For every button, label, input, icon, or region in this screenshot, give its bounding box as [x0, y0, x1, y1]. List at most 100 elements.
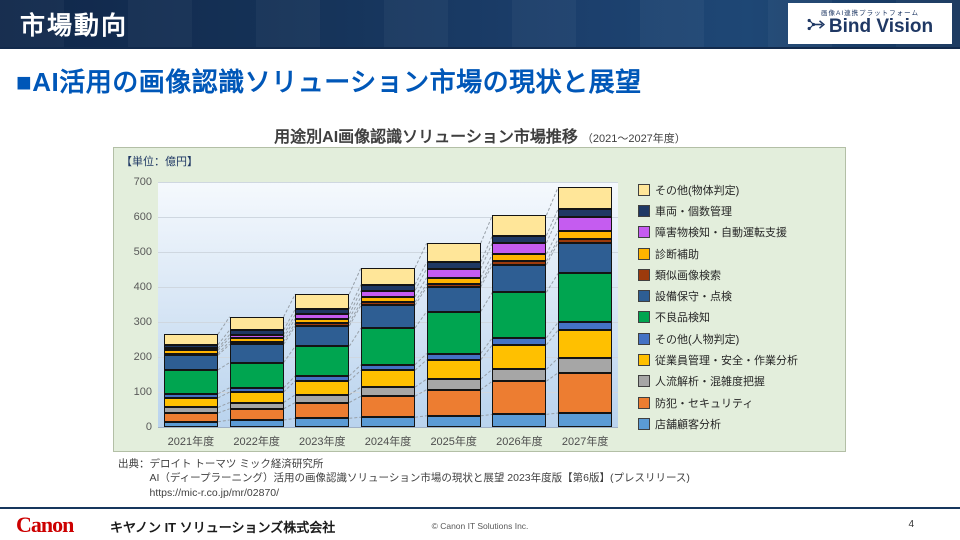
bar-segment: [426, 243, 481, 263]
bar-segment: [295, 346, 350, 376]
bar-segment: [295, 309, 350, 315]
x-tick-label: 2021年度: [167, 436, 215, 448]
legend-item: 障害物検知・自動運転支援: [638, 222, 798, 243]
source-label: 出典：: [118, 458, 150, 470]
legend-swatch: [638, 311, 650, 324]
bar-segment: [163, 350, 218, 354]
bar-segment: [426, 379, 481, 390]
bar-segment: [361, 417, 415, 427]
gridline: [158, 182, 618, 183]
chart-title: 用途別AI画像認識ソリューション市場推移 （2021～2027年度）: [0, 123, 960, 147]
bar-segment: [295, 323, 350, 326]
footer-copyright: © Canon IT Solutions Inc.: [431, 521, 529, 531]
legend-swatch: [638, 226, 650, 239]
bar-segment: [295, 325, 350, 347]
bar-segment: [361, 267, 415, 285]
bar-segment: [163, 355, 218, 370]
bar-segment: [426, 415, 481, 427]
gridline: [158, 217, 618, 218]
legend-swatch: [638, 417, 650, 430]
bar-segment: [492, 337, 547, 345]
legend-item: 類似画像検索: [638, 264, 798, 285]
bar-segment: [426, 287, 481, 312]
bar-segment: [229, 341, 284, 345]
x-tick-label: 2026年度: [496, 436, 543, 448]
legend-item: 防犯・セキュリティ: [638, 392, 798, 413]
bar-segment: [163, 398, 218, 408]
bar-segment: [558, 322, 613, 331]
bar-segment: [492, 292, 547, 338]
bar-segment: [229, 337, 284, 342]
legend-swatch: [638, 268, 650, 281]
bar-segment: [361, 302, 415, 306]
legend-label: 設備保守・点検: [655, 291, 732, 304]
logo-name: Bind Vision: [828, 16, 934, 38]
footer: Canon キヤノン IT ソリューションズ株式会社 © Canon IT So…: [0, 509, 960, 540]
header-bar: 市場動向 画像AI連携プラットフォーム Bind Vision: [0, 0, 960, 49]
legend-item: 設備保守・点検: [638, 285, 798, 306]
unit-label: 【単位：億円】: [121, 156, 198, 168]
bar-column: [492, 215, 547, 427]
bar-segment: [295, 418, 350, 427]
source-line: デロイト トーマツ ミック経済研究所: [149, 458, 324, 470]
legend-swatch: [638, 354, 650, 367]
bar-segment: [295, 294, 350, 310]
bar-column: [361, 267, 415, 427]
legend-label: 従業員管理・安全・作業分析: [655, 355, 798, 368]
bar-segment: [229, 408, 284, 420]
bar-segment: [492, 344, 547, 370]
legend-item: 診断補助: [638, 243, 798, 264]
bar-segment: [295, 375, 350, 381]
bar-segment: [558, 239, 613, 243]
bar-segment: [361, 305, 415, 328]
bar-segment: [229, 330, 284, 335]
legend-swatch: [638, 183, 650, 196]
chart-panel: 【単位：億円】 0 100 200 300 400 500 600 700 2021年度 202…: [113, 147, 846, 452]
bar-segment: [295, 402, 350, 419]
bar-segment: [558, 413, 613, 427]
bar-segment: [492, 254, 547, 262]
bar-segment: [229, 402, 284, 409]
bar-segment: [558, 372, 613, 413]
source-lines: デロイト トーマツ ミック経済研究所 AI（ディープラーニング）活用の画像認識ソリ…: [150, 457, 690, 500]
bar-segment: [361, 296, 415, 303]
plot-area: [158, 182, 618, 428]
x-tick-label: 2023年度: [299, 436, 346, 448]
bar-segment: [492, 235, 547, 243]
bar-segment: [163, 407, 218, 413]
y-tick-label: 500: [133, 245, 152, 258]
connector-lines: [217, 187, 559, 423]
bar-segment: [426, 268, 481, 278]
bar-segment: [361, 387, 415, 397]
bar-segment: [558, 330, 613, 359]
logo-row: Bind Vision: [807, 17, 933, 37]
legend-swatch: [638, 375, 650, 388]
bar-segment: [426, 277, 481, 284]
bar-segment: [558, 273, 613, 323]
bar-column: [229, 316, 284, 427]
legend: その他(物体判定) 車両・個数管理 障害物検知・自動運転支援 診断補助 類似画像検索 設備…: [638, 179, 798, 435]
bar-segment: [163, 412, 218, 422]
footer-divider: [0, 507, 960, 509]
chart-title-main: 用途別AI画像認識ソリューション市場推移: [274, 129, 578, 146]
bar-segment: [558, 209, 613, 217]
legend-label: 不良品検知: [655, 312, 710, 325]
legend-label: 類似画像検索: [655, 269, 721, 282]
y-tick-label: 100: [133, 385, 152, 398]
bind-vision-logo: 画像AI連携プラットフォーム Bind Vision: [788, 3, 952, 44]
bar-segment: [492, 215, 547, 236]
y-tick-label: 600: [133, 210, 152, 223]
page-number: 4: [908, 519, 914, 530]
legend-label: 車両・個数管理: [655, 205, 732, 218]
bar-column: [558, 187, 613, 427]
legend-label: その他(人物判定): [655, 333, 740, 346]
canon-logo: Canon: [16, 512, 74, 537]
page-title: ■AI活用の画像認識ソリューション市場の現状と展望: [16, 67, 642, 97]
bar-segment: [229, 334, 284, 338]
y-tick-label: 200: [133, 350, 152, 363]
bar-segment: [492, 242, 547, 255]
source-note: 出典： デロイト トーマツ ミック経済研究所 AI（ディープラーニング）活用の画像…: [118, 457, 690, 500]
y-tick-label: 700: [133, 175, 152, 188]
bar-segment: [361, 370, 415, 388]
